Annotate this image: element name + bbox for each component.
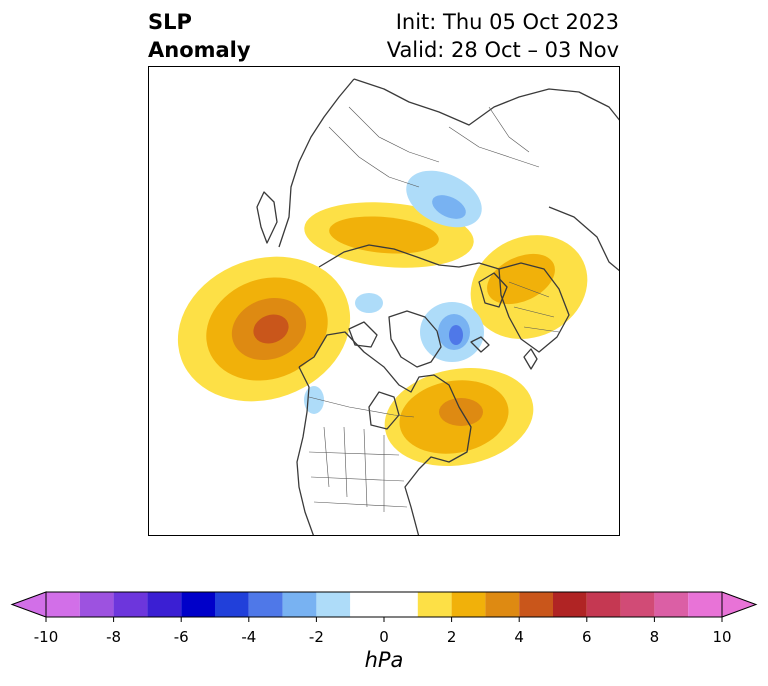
colorbar-tick-label: 8 [649, 628, 660, 646]
colorbar-bin [79, 592, 114, 617]
anomaly-high-europe-2hpa [487, 253, 555, 305]
colorbar-bin [519, 592, 553, 617]
colorbar-bin [181, 592, 215, 617]
colorbar-bin [282, 592, 317, 617]
title-variable-line2: Anomaly [148, 38, 251, 62]
colorbar-tick-label: -10 [33, 628, 59, 646]
colorbar-extend-over [721, 591, 758, 618]
colorbar-tick-label: 0 [379, 628, 389, 646]
plot-title-dates: Init: Thu 05 Oct 2023 Valid: 28 Oct – 03… [387, 8, 619, 64]
colorbar [10, 591, 758, 622]
border-us-states-2 [308, 451, 408, 508]
anomaly-high-gulf-of-alaska-4hpa [253, 314, 289, 344]
colorbar-extend-under [10, 591, 47, 618]
colorbar-bin [316, 592, 351, 617]
border-us-states-1 [323, 426, 385, 512]
anomaly-low-west-siberia-2hpa [432, 195, 466, 219]
colorbar-unit-label: hPa [364, 648, 404, 672]
coastlines-and-borders [256, 78, 619, 535]
colorbar-bin [350, 592, 418, 617]
polar-stereographic-map [177, 78, 619, 535]
colorbar-bin [553, 592, 587, 617]
colorbar-bin [215, 592, 249, 617]
colorbar-tick-label: -2 [308, 628, 324, 646]
coastline-north-america-west [296, 366, 314, 535]
colorbar-bin [46, 592, 80, 617]
border-russia-interior [328, 106, 440, 188]
colorbar-bin [147, 592, 182, 617]
coastline-iceland [470, 336, 490, 353]
valid-date-label: Valid: 28 Oct – 03 Nov [386, 38, 619, 62]
anomaly-high-siberian-coast-2hpa [329, 216, 439, 254]
colorbar-bin [417, 592, 452, 617]
slp-anomaly-shading [177, 170, 588, 467]
colorbar-tick-label: 4 [514, 628, 524, 646]
border-europe-interior [508, 281, 560, 333]
colorbar-bin [248, 592, 283, 617]
coastline-asia-interior [353, 78, 619, 126]
border-asia-interior [448, 106, 540, 168]
anomaly-low-greenland-sea-3hpa [449, 325, 463, 345]
colorbar-bin [688, 592, 722, 617]
colorbar-tick-label: -8 [106, 628, 122, 646]
colorbar-tick-label: 2 [446, 628, 457, 646]
coastline-arabia-india [548, 206, 619, 272]
init-date-label: Init: Thu 05 Oct 2023 [395, 10, 619, 34]
colorbar-bin [586, 592, 621, 617]
coastline-scandinavia [478, 272, 508, 308]
border-us-canada [308, 396, 415, 418]
colorbar-bin [113, 592, 148, 617]
coastline-canadian-archipelago [348, 321, 378, 348]
colorbar-tick-label: -6 [173, 628, 189, 646]
colorbar-tick-label: 10 [712, 628, 732, 646]
plot-title-variable: SLP Anomaly [148, 8, 251, 64]
colorbar-tick-label: -4 [241, 628, 257, 646]
colorbar-tick-label: 6 [582, 628, 592, 646]
title-variable-line1: SLP [148, 10, 192, 34]
coastline-kamchatka [256, 191, 278, 244]
anomaly-high-canada-3hpa [439, 398, 483, 426]
coastline-greenland [388, 310, 442, 368]
map-panel [148, 66, 620, 536]
colorbar-bin [654, 592, 689, 617]
anomaly-low-arctic-ocean [355, 293, 383, 313]
colorbar-bin [620, 592, 655, 617]
colorbar-bin [451, 592, 486, 617]
coastline-europe [498, 262, 570, 353]
coastline-asia-east [278, 78, 355, 248]
coastline-uk [523, 348, 538, 370]
colorbar-bin [485, 592, 520, 617]
coastline-north-america [298, 331, 472, 535]
coastline-hudson-bay [368, 391, 400, 430]
coastline-siberia-north [318, 244, 500, 270]
